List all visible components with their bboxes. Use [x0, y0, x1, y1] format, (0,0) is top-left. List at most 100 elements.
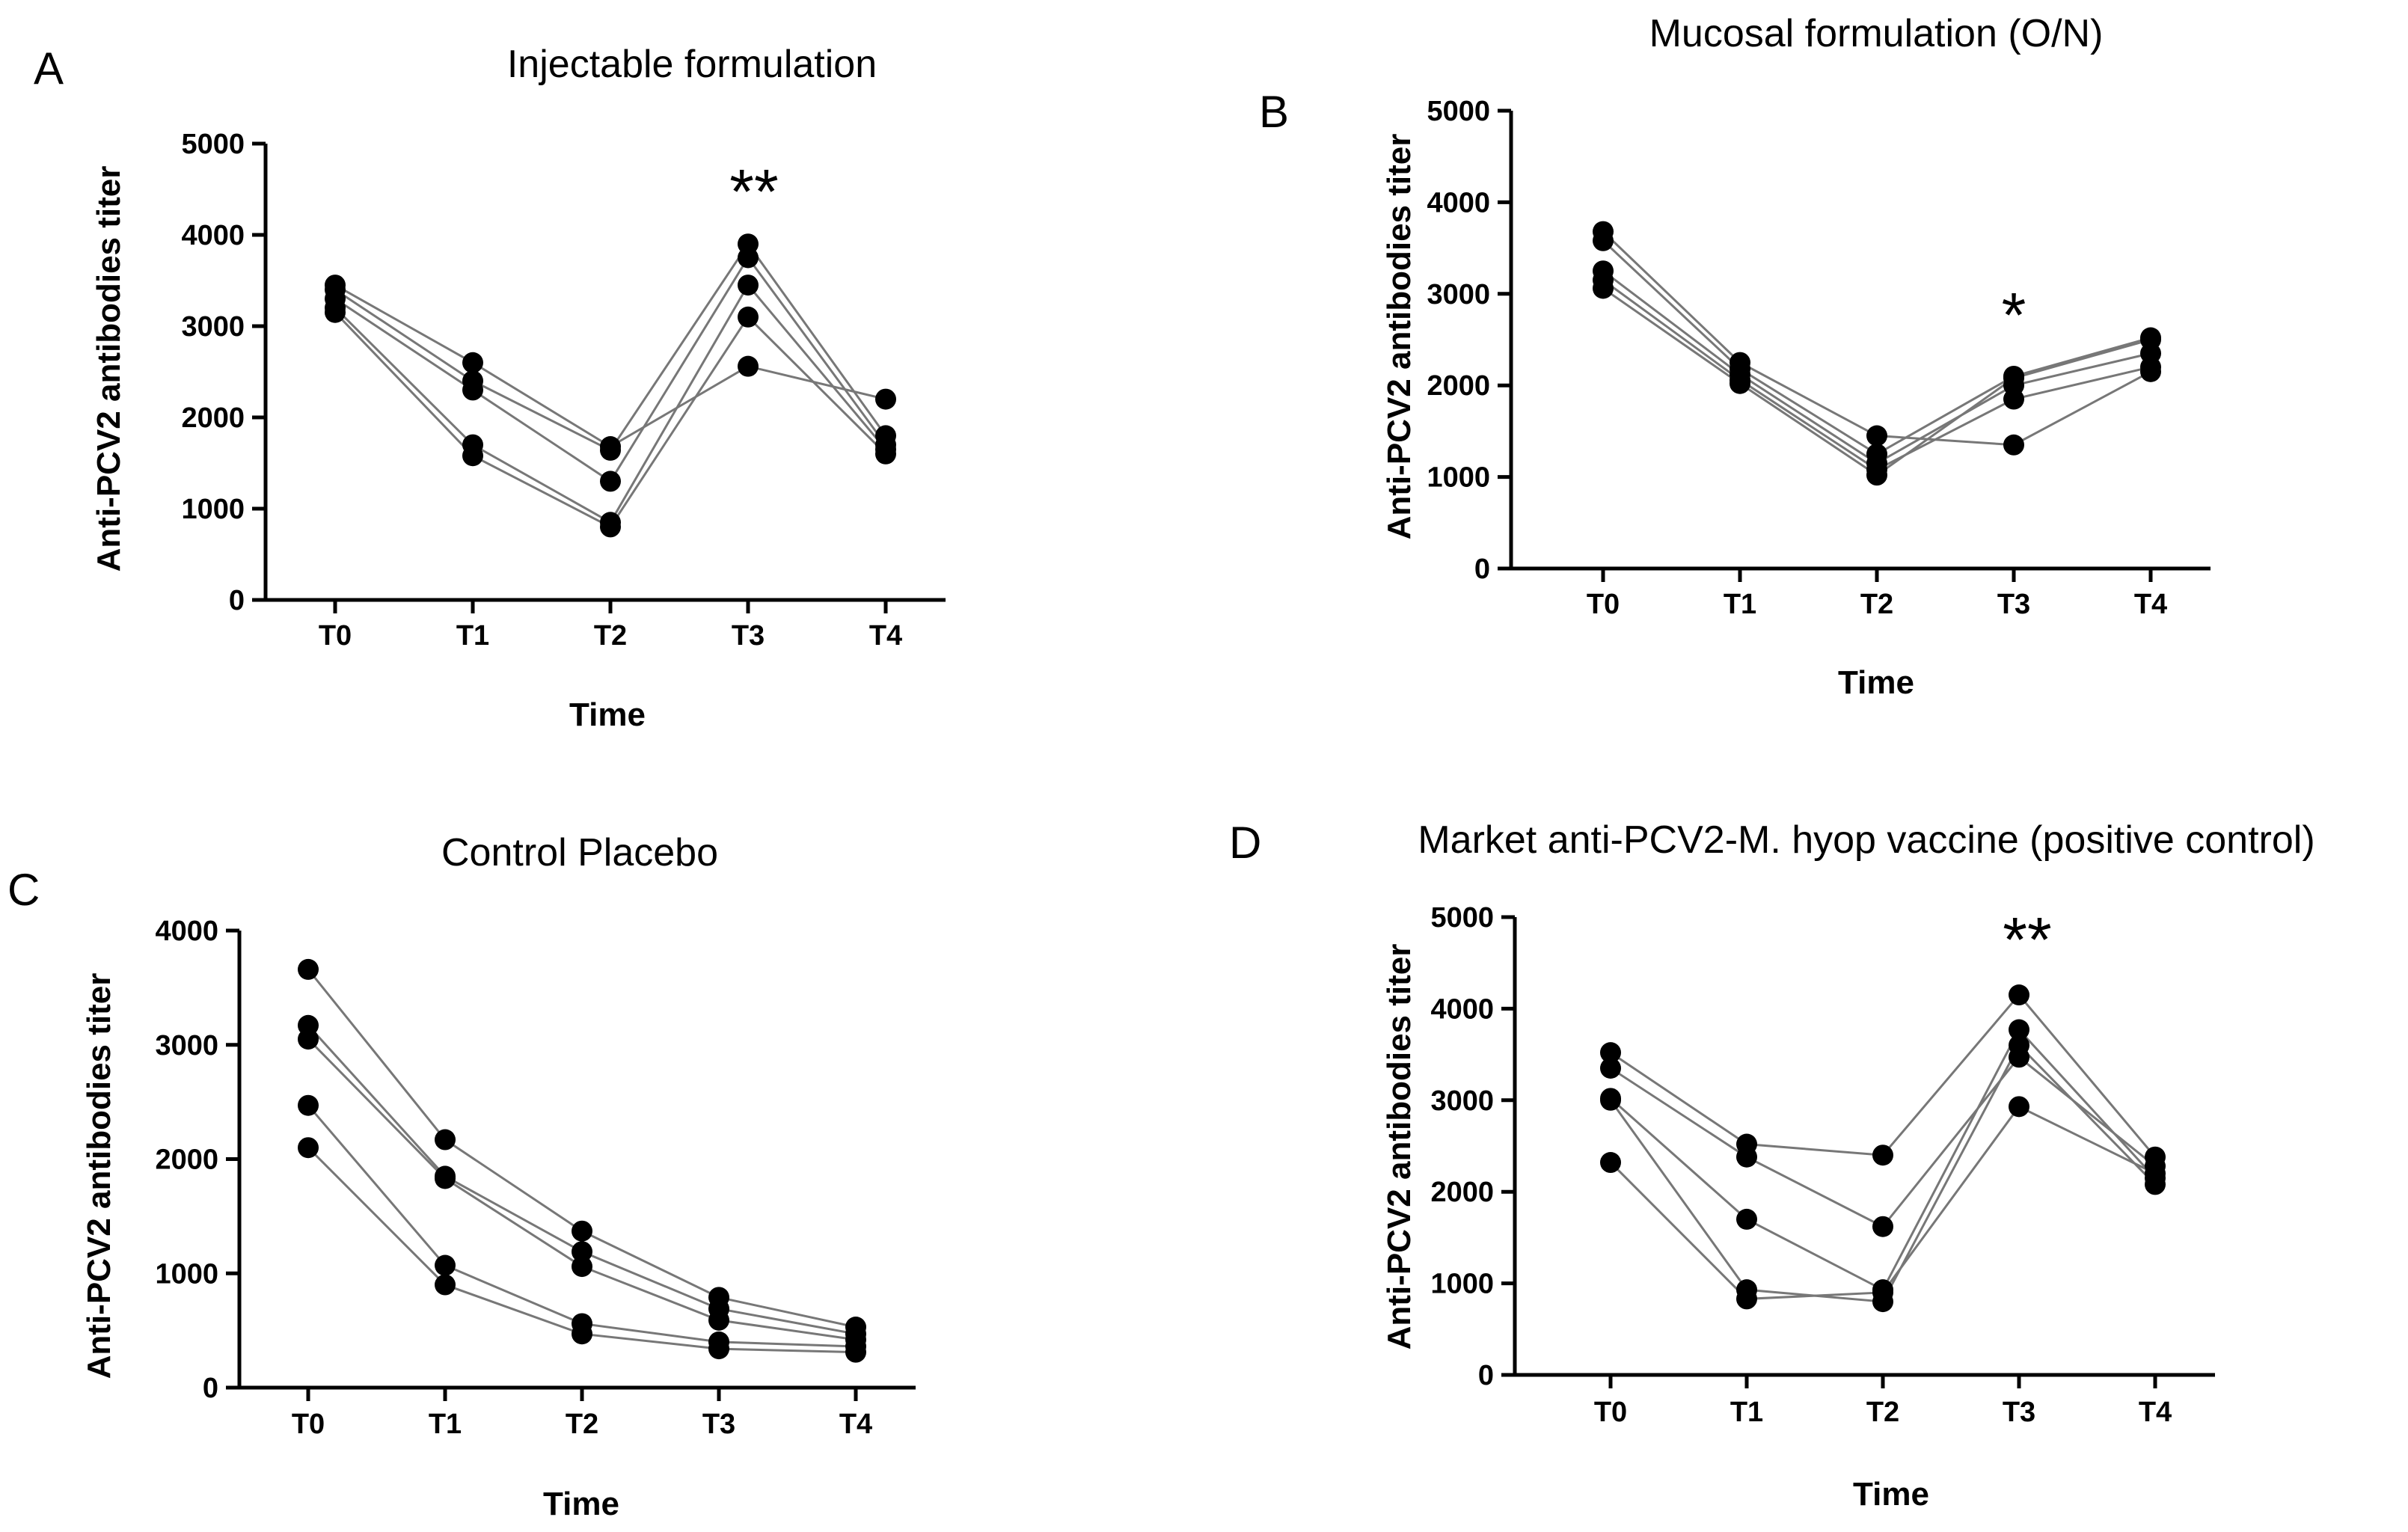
- panel-b-series-line: [1602, 239, 2151, 456]
- panel-b-y-axis-label: Anti-PCV2 antibodies titer: [1381, 134, 1418, 540]
- panel-d-data-point: [1600, 1042, 1621, 1064]
- panel-a-data-point: [875, 443, 896, 465]
- panel-a-x-tick-label: T0: [319, 620, 352, 652]
- panel-c-data-point: [708, 1338, 729, 1360]
- panel-c-data-point: [298, 1094, 319, 1116]
- panel-b-title: Mucosal formulation (O/N): [1649, 12, 2104, 55]
- panel-b-data-point: [1730, 373, 1750, 394]
- panel-b-data-point: [2140, 329, 2161, 350]
- panel-a-y-axis-label: Anti-PCV2 antibodies titer: [91, 166, 127, 572]
- panel-a-x-tick-label: T2: [594, 620, 627, 652]
- panel-d-x-tick-label: T2: [1866, 1397, 1899, 1428]
- panel-d-series-line: [1610, 1055, 2156, 1228]
- panel-d-data-point: [2009, 984, 2029, 1006]
- panel-b-series-line: [1602, 230, 2151, 447]
- panel-d-data-point: [1872, 1145, 1893, 1166]
- panel-a-data-point: [875, 388, 896, 410]
- panel-d-y-tick-label: 2000: [1430, 1177, 1494, 1208]
- panel-d-data-point: [1872, 1216, 1893, 1237]
- panel-c-title: Control Placebo: [441, 831, 718, 874]
- panel-d-y-tick-label: 3000: [1430, 1085, 1494, 1117]
- panel-a-series-line: [334, 242, 887, 452]
- panel-a-y-tick-label: 0: [229, 585, 245, 616]
- panel-d-x-tick-label: T3: [2003, 1397, 2035, 1428]
- panel-d-y-tick-label: 5000: [1430, 902, 1494, 934]
- panel-d-title: Market anti-PCV2-M. hyop vaccine (positi…: [1418, 818, 2314, 862]
- panel-a-series-line: [334, 284, 886, 448]
- panel-c-data-point: [572, 1220, 592, 1242]
- panel-d: D Market anti-PCV2-M. hyop vaccine (posi…: [1229, 818, 2315, 1513]
- panel-c-x-axis-label: Time: [543, 1486, 619, 1522]
- panel-a-x-tick-label: T3: [732, 620, 765, 652]
- panel-a-data-point: [600, 471, 621, 492]
- panel-d-series-line: [1609, 1043, 2157, 1303]
- panel-c-data-point: [435, 1254, 456, 1276]
- panel-a-data-point: [738, 355, 759, 377]
- panel-d-data-point: [2009, 1096, 2029, 1118]
- panel-a-data-point: [600, 516, 621, 538]
- panel-a-data-point: [738, 247, 759, 269]
- panel-a-data-point: [462, 352, 483, 373]
- panel-c-y-tick-label: 0: [203, 1373, 218, 1404]
- panel-c-data-point: [572, 1323, 592, 1345]
- panel-b-data-point: [1593, 278, 1614, 299]
- panel-d-significance-marker: **: [2003, 904, 2051, 975]
- panel-b-x-tick-label: T0: [1587, 589, 1620, 620]
- panel-d-data-point: [1600, 1089, 1621, 1111]
- panel-b-data-point: [2003, 434, 2024, 456]
- panel-b-y-tick-label: 3000: [1427, 279, 1490, 310]
- panel-d-y-tick-label: 1000: [1430, 1269, 1494, 1300]
- panel-c-y-tick-label: 2000: [155, 1145, 218, 1176]
- panel-b-data-point: [2140, 356, 2161, 378]
- panel-letter-d: D: [1229, 818, 1261, 868]
- panel-c-series-line: [307, 1038, 857, 1341]
- panel-d-x-tick-label: T0: [1594, 1397, 1627, 1428]
- panel-a-y-tick-label: 1000: [181, 494, 245, 525]
- panel-d-x-tick-label: T1: [1730, 1397, 1763, 1428]
- panel-a-data-point: [462, 445, 483, 467]
- panel-a-data-point: [738, 306, 759, 328]
- panel-a-y-tick-label: 4000: [181, 220, 245, 251]
- panel-d-data-point: [2009, 1035, 2029, 1056]
- panel-letter-c: C: [7, 865, 40, 915]
- panel-d-data-point: [1736, 1208, 1757, 1230]
- panel-b-y-tick-label: 2000: [1427, 370, 1490, 402]
- panel-b-data-point: [1593, 230, 1614, 251]
- panel-d-y-tick-label: 0: [1478, 1360, 1494, 1391]
- panel-a-x-axis-label: Time: [569, 696, 646, 733]
- panel-c-y-tick-label: 3000: [155, 1030, 218, 1061]
- panel-b-x-tick-label: T3: [1997, 589, 2030, 620]
- panel-c-x-tick-label: T0: [292, 1409, 325, 1440]
- panel-a-title: Injectable formulation: [507, 43, 877, 86]
- panel-b-y-tick-label: 1000: [1427, 462, 1490, 494]
- panel-c-x-tick-label: T4: [839, 1409, 872, 1440]
- panel-b-x-tick-label: T1: [1724, 589, 1756, 620]
- panel-a-x-tick-label: T1: [456, 620, 489, 652]
- panel-c-x-tick-label: T1: [429, 1409, 462, 1440]
- panel-d-y-axis-label: Anti-PCV2 antibodies titer: [1381, 944, 1418, 1350]
- panel-c-data-point: [298, 1029, 319, 1050]
- panel-d-x-axis-label: Time: [1853, 1476, 1929, 1513]
- panel-a-data-point: [325, 301, 346, 323]
- panel-c-y-axis-label: Anti-PCV2 antibodies titer: [81, 973, 117, 1379]
- panel-letter-a: A: [34, 43, 64, 94]
- panel-c-data-point: [435, 1129, 456, 1150]
- panel-c: C Control Placebo Anti-PCV2 antibodies t…: [7, 831, 916, 1522]
- panel-d-data-point: [2009, 1019, 2029, 1041]
- panel-d-data-point: [1600, 1057, 1621, 1079]
- panel-b-significance-marker: *: [2002, 280, 2026, 350]
- panel-c-data-point: [435, 1168, 456, 1189]
- panel-c-x-tick-label: T2: [566, 1409, 598, 1440]
- panel-a-y-tick-label: 2000: [181, 402, 245, 434]
- panel-b: B Mucosal formulation (O/N) Anti-PCV2 an…: [1259, 12, 2211, 701]
- panel-a-x-tick-label: T4: [869, 620, 902, 652]
- panel-c-data-point: [572, 1241, 592, 1263]
- panel-d-x-tick-label: T4: [2139, 1397, 2172, 1428]
- panel-d-series-line: [1609, 1105, 2156, 1300]
- panel-b-data-point: [2003, 388, 2024, 410]
- panel-b-data-point: [2003, 367, 2024, 389]
- panel-letter-b: B: [1259, 87, 1289, 137]
- panel-b-y-tick-label: 0: [1474, 554, 1490, 585]
- panel-a-data-point: [600, 439, 621, 461]
- panel-b-x-tick-label: T2: [1860, 589, 1893, 620]
